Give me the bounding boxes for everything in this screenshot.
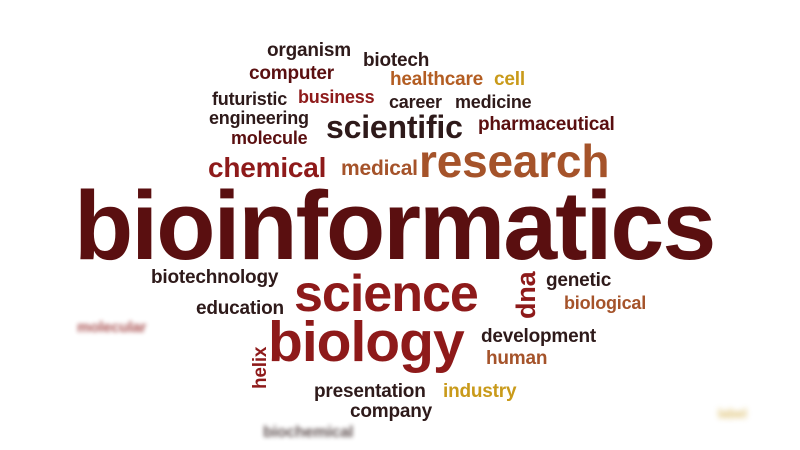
word-science: science bbox=[294, 265, 479, 323]
word-company: company bbox=[350, 401, 433, 422]
word-computer: computer bbox=[249, 63, 334, 84]
word-business: business bbox=[298, 87, 375, 107]
word-education: education bbox=[196, 298, 284, 319]
word-medicine: medicine bbox=[455, 92, 532, 112]
word-research: research bbox=[419, 135, 610, 187]
word-pharmaceutical: pharmaceutical bbox=[478, 114, 615, 135]
word-molecule: molecule bbox=[231, 128, 308, 148]
word-development: development bbox=[481, 326, 596, 347]
word-biological: biological bbox=[564, 293, 647, 313]
word-futuristic: futuristic bbox=[212, 89, 288, 109]
word-scientific: scientific bbox=[326, 109, 463, 145]
word-blurred-fragment: label bbox=[718, 406, 747, 421]
word-cell: cell bbox=[494, 69, 525, 90]
word-healthcare: healthcare bbox=[390, 69, 484, 90]
word-biotechnology: biotechnology bbox=[151, 267, 279, 288]
word-medical: medical bbox=[341, 157, 418, 180]
word-organism: organism bbox=[267, 40, 351, 61]
word-biology: biology bbox=[268, 310, 465, 374]
word-biochemical: biochemical bbox=[263, 424, 354, 441]
word-chemical: chemical bbox=[208, 152, 327, 183]
word-presentation: presentation bbox=[314, 381, 426, 402]
word-career: career bbox=[389, 92, 442, 112]
word-genetic: genetic bbox=[546, 270, 612, 291]
word-molecular: molecular bbox=[77, 319, 147, 336]
word-bioinformatics: bioinformatics bbox=[74, 171, 716, 280]
word-human: human bbox=[486, 348, 548, 369]
word-engineering: engineering bbox=[209, 108, 309, 128]
word-industry: industry bbox=[443, 381, 517, 402]
word-helix: helix bbox=[250, 346, 271, 389]
word-biotech: biotech bbox=[363, 50, 430, 71]
word-dna: dna bbox=[511, 271, 541, 319]
